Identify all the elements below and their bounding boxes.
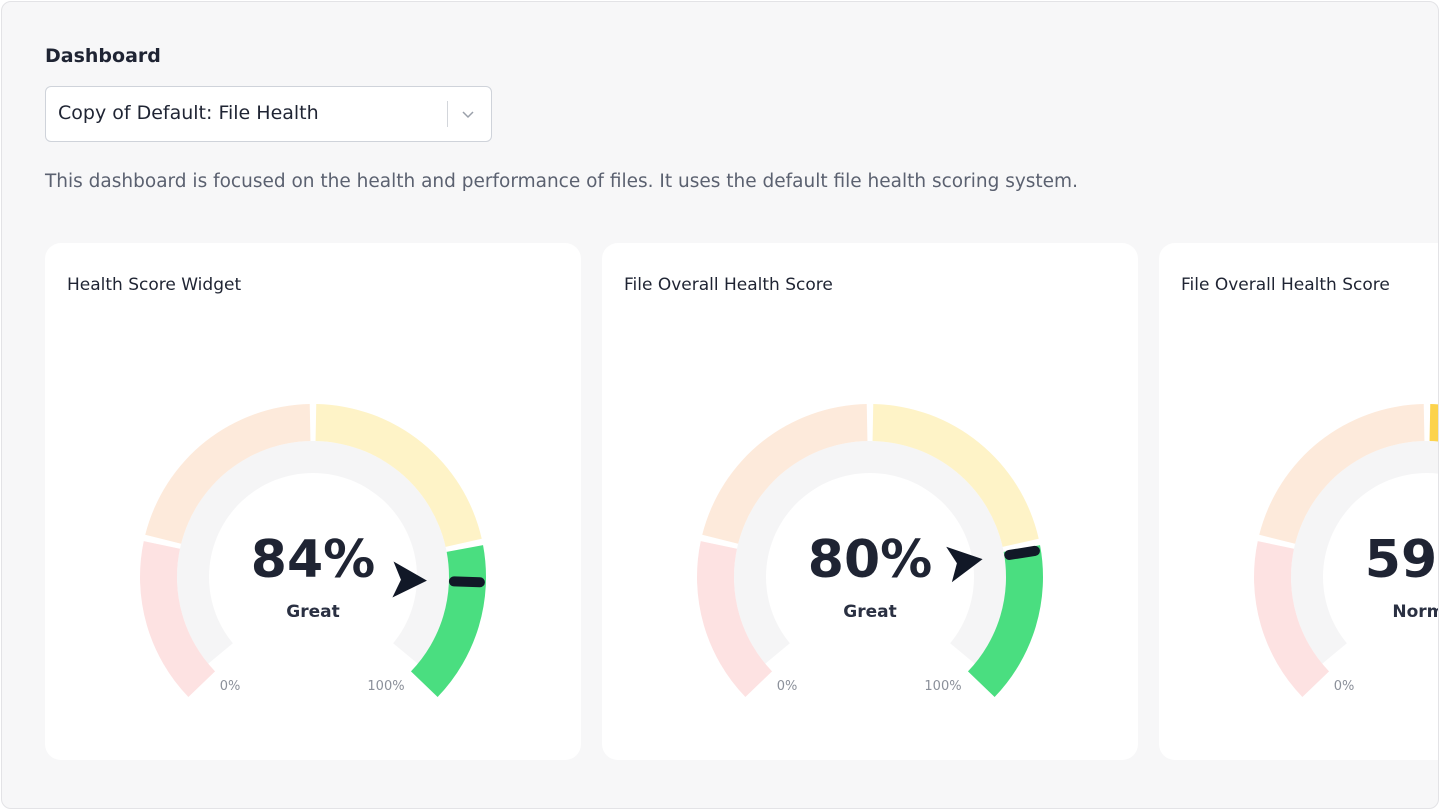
gauge: 59%Normal0%100%: [1254, 404, 1439, 698]
gauge-band: [1254, 541, 1330, 698]
gauge-min: 0%: [1334, 679, 1355, 694]
needle-pill: [1004, 545, 1040, 560]
chevron: [462, 111, 474, 119]
widget-card: File Overall Health Score 80% Great 0% 100%: [602, 243, 1138, 760]
needle-pill: [448, 576, 485, 588]
gauge-min: 0%: [220, 679, 241, 694]
gauge-max: 100%: [924, 679, 961, 694]
needle-arrow: [392, 561, 427, 598]
divider: [447, 101, 448, 127]
description: This dashboard is focused on the health …: [45, 171, 1078, 192]
gauge-band: [1259, 404, 1425, 544]
needle-arrow: [946, 546, 983, 583]
gauge-value: 80%: [808, 530, 932, 590]
gauge-track: [177, 441, 449, 664]
gauge-band: [872, 404, 1039, 547]
gauge-band: [140, 541, 216, 698]
gauge: 84% Great 0% 100%: [140, 404, 486, 698]
widget-title: File Overall Health Score: [1181, 275, 1390, 295]
select-value: Copy of Default: File Health: [58, 102, 319, 124]
gauge-band: [697, 541, 773, 698]
dashboard-label: Dashboard: [45, 45, 161, 67]
gauge-value: 59%: [1365, 530, 1439, 590]
gauge-min: 0%: [777, 679, 798, 694]
gauge-band: [315, 404, 482, 547]
gauge-max: 100%: [367, 679, 404, 694]
gauge-band: [967, 545, 1043, 698]
widget-title: Health Score Widget: [67, 275, 242, 295]
gauge-needle: [946, 545, 1040, 583]
gauge-band: [702, 404, 868, 544]
dashboard-select[interactable]: Copy of Default: File Health: [45, 86, 492, 142]
gauge-band: [145, 404, 311, 544]
gauge-band: [1429, 404, 1438, 442]
widget-card: Health Score Widget 84% Great 0% 100%: [45, 243, 581, 760]
gauge-value: 84%: [251, 530, 375, 590]
gauge-track: [734, 441, 1006, 664]
gauge: 80% Great 0% 100%: [697, 404, 1043, 698]
gauge-track: [1291, 441, 1438, 664]
gauge-needle: [392, 561, 485, 598]
gauge-status: Great: [286, 602, 339, 622]
widget-title: File Overall Health Score: [624, 275, 833, 295]
gauge-status: Normal: [1392, 602, 1439, 622]
gauge-status: Great: [843, 602, 896, 622]
